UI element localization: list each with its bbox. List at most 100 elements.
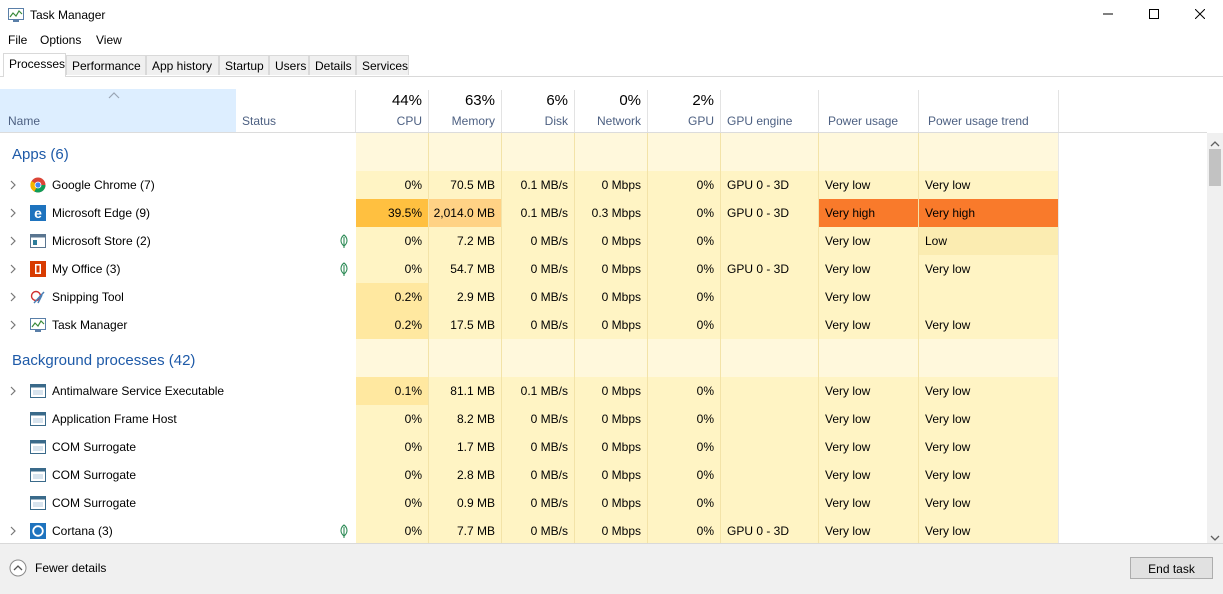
- maximize-icon: [1149, 8, 1159, 22]
- network-cell: 0 Mbps: [601, 496, 641, 510]
- header-gpu[interactable]: GPU: [687, 114, 714, 128]
- window-title: Task Manager: [30, 8, 106, 22]
- disk-cell: 0.1 MB/s: [520, 206, 568, 220]
- process-row[interactable]: COM Surrogate 0% 0.9 MB 0 MB/s 0 Mbps 0% Very …: [0, 489, 1207, 517]
- tab-services[interactable]: Services: [356, 55, 409, 75]
- disk-cell: 0 MB/s: [530, 468, 568, 482]
- header-power-usage-trend[interactable]: Power usage trend: [928, 114, 1029, 128]
- process-row[interactable]: Snipping Tool 0.2% 2.9 MB 0 MB/s 0 Mbps 0% Ver…: [0, 283, 1207, 311]
- tab-users[interactable]: Users: [269, 55, 309, 75]
- process-row[interactable]: Task Manager 0.2% 17.5 MB 0 MB/s 0 Mbps 0% Ver…: [0, 311, 1207, 339]
- tab-processes[interactable]: Processes: [3, 53, 66, 77]
- gpu-cell: 0%: [696, 178, 714, 192]
- process-row[interactable]: Google Chrome (7) 0% 70.5 MB 0.1 MB/s 0 Mbps…: [0, 171, 1207, 199]
- tab-startup[interactable]: Startup: [219, 55, 269, 75]
- scroll-up-icon[interactable]: [1210, 137, 1220, 151]
- column-separator: [720, 133, 721, 543]
- gpu-cell: 0%: [696, 234, 714, 248]
- power-usage-trend-cell: Low: [919, 227, 1058, 255]
- menu-view[interactable]: View: [96, 33, 122, 47]
- row-heat-background: [356, 311, 1058, 339]
- snipping-tool-icon: [30, 289, 46, 305]
- header-separator: [647, 90, 648, 132]
- title-bar: [0, 0, 1223, 30]
- cpu-cell: 0%: [404, 262, 422, 276]
- network-cell: 0 Mbps: [601, 262, 641, 276]
- gpu-cell: 0%: [696, 524, 714, 538]
- column-separator: [428, 133, 429, 543]
- tab-details[interactable]: Details: [309, 55, 356, 75]
- process-row[interactable]: My Office (3) 0% 54.7 MB 0 MB/s 0 Mbps 0% GPU …: [0, 255, 1207, 283]
- cpu-cell: 0.1%: [356, 377, 428, 405]
- fewer-details-link[interactable]: Fewer details: [35, 561, 107, 575]
- column-separator: [1058, 133, 1059, 543]
- expand-chevron-icon[interactable]: [9, 199, 17, 227]
- disk-cell: 0 MB/s: [530, 234, 568, 248]
- process-row[interactable]: COM Surrogate 0% 2.8 MB 0 MB/s 0 Mbps 0% Very …: [0, 461, 1207, 489]
- power-usage-cell: Very low: [825, 262, 871, 276]
- process-row[interactable]: Cortana (3) 0% 7.7 MB 0 MB/s 0 Mbps 0% GPU 0 -…: [0, 517, 1207, 545]
- memory-cell: 2.9 MB: [456, 290, 495, 304]
- vertical-scrollbar[interactable]: [1207, 133, 1223, 543]
- expand-chevron-icon[interactable]: [9, 517, 17, 545]
- gpu-engine-cell: GPU 0 - 3D: [727, 262, 790, 276]
- close-button[interactable]: [1177, 0, 1223, 30]
- process-row[interactable]: e Microsoft Edge (9) 39.5% 2,014.0 MB 0.1 MB…: [0, 199, 1207, 227]
- maximize-button[interactable]: [1131, 0, 1177, 30]
- header-network[interactable]: Network: [596, 114, 641, 128]
- row-heat-background: [356, 489, 1058, 517]
- end-task-button[interactable]: End task: [1130, 557, 1213, 579]
- process-row[interactable]: Antimalware Service Executable 0.1% 81.1 M…: [0, 377, 1207, 405]
- process-row[interactable]: COM Surrogate 0% 1.7 MB 0 MB/s 0 Mbps 0% Very …: [0, 433, 1207, 461]
- power-usage-cell: Very low: [825, 384, 871, 398]
- expand-chevron-icon[interactable]: [9, 283, 17, 311]
- disk-cell: 0.1 MB/s: [520, 178, 568, 192]
- power-usage-trend-cell: Very low: [925, 262, 971, 276]
- header-power-usage[interactable]: Power usage: [828, 114, 899, 128]
- memory-cell: 2,014.0 MB: [429, 199, 501, 227]
- disk-cell: 0 MB/s: [530, 318, 568, 332]
- process-name: COM Surrogate: [52, 440, 137, 454]
- gpu-cell: 0%: [696, 468, 714, 482]
- process-row[interactable]: Microsoft Store (2) 0% 7.2 MB 0 MB/s 0 Mbps 0…: [0, 227, 1207, 255]
- memory-cell: 17.5 MB: [450, 318, 495, 332]
- header-status[interactable]: Status: [242, 114, 277, 128]
- menu-file[interactable]: File: [8, 33, 28, 47]
- header-separator: [574, 90, 575, 132]
- gpu-cell: 0%: [696, 290, 714, 304]
- fewer-details-icon[interactable]: [9, 559, 27, 580]
- process-name: Application Frame Host: [52, 412, 177, 426]
- scroll-down-icon[interactable]: [1210, 531, 1220, 545]
- expand-chevron-icon[interactable]: [9, 311, 17, 339]
- process-name: Task Manager: [52, 318, 128, 332]
- expand-chevron-icon[interactable]: [9, 255, 17, 283]
- header-separator: [720, 90, 721, 132]
- tab-app-history[interactable]: App history: [146, 55, 219, 75]
- group-title-apps: Apps (6): [12, 146, 69, 163]
- memory-cell: 70.5 MB: [450, 178, 495, 192]
- header-disk[interactable]: Disk: [544, 114, 568, 128]
- process-row[interactable]: Application Frame Host 0% 8.2 MB 0 MB/s 0 Mb…: [0, 405, 1207, 433]
- gpu-cell: 0%: [696, 318, 714, 332]
- power-usage-trend-cell: Very high: [919, 199, 1058, 227]
- cpu-cell: 0%: [404, 178, 422, 192]
- expand-chevron-icon[interactable]: [9, 377, 17, 405]
- header-memory[interactable]: Memory: [451, 114, 495, 128]
- expand-chevron-icon[interactable]: [9, 227, 17, 255]
- close-icon: [1194, 8, 1206, 22]
- memory-cell: 2.8 MB: [456, 468, 495, 482]
- process-name: Cortana (3): [52, 524, 113, 538]
- group-header-background: Background processes (42): [0, 347, 1207, 375]
- expand-chevron-icon[interactable]: [9, 171, 17, 199]
- header-cpu[interactable]: CPU: [396, 114, 422, 128]
- power-usage-trend-cell: Very low: [925, 524, 971, 538]
- tab-performance[interactable]: Performance: [66, 55, 146, 75]
- memory-cell: 7.2 MB: [456, 234, 495, 248]
- network-cell: 0 Mbps: [601, 384, 641, 398]
- header-gpu-engine[interactable]: GPU engine: [727, 114, 793, 128]
- header-disk-percent: 6%: [546, 92, 568, 109]
- power-usage-cell: Very high: [819, 199, 918, 227]
- minimize-button[interactable]: [1085, 0, 1131, 30]
- menu-options[interactable]: Options: [40, 33, 82, 47]
- scrollbar-thumb[interactable]: [1209, 149, 1221, 186]
